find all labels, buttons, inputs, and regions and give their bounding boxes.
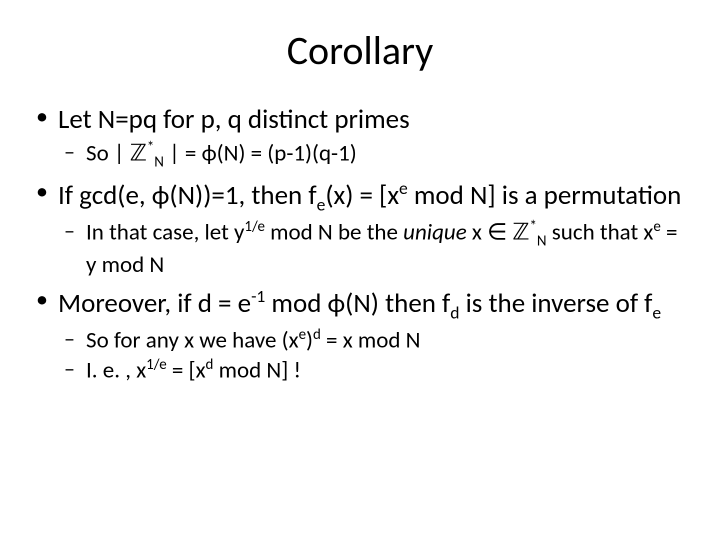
sub-list-item-text: So | ℤ*N | = ϕ(N) = (p-1)(q-1) <box>86 139 688 172</box>
list-item-text: If gcd(e, ϕ(N))=1, then fe(x) = [xe mod … <box>58 178 688 216</box>
sub-list: So | ℤ*N | = ϕ(N) = (p-1)(q-1) <box>58 139 688 172</box>
sub-list-item: I. e. , x1/e = [xd mod N] ! <box>58 356 688 385</box>
slide-title: Corollary <box>32 26 688 75</box>
sub-list-item: So | ℤ*N | = ϕ(N) = (p-1)(q-1) <box>58 139 688 172</box>
sub-list: In that case, let y1/e mod N be the uniq… <box>58 218 688 280</box>
sub-list-item-text: So for any x we have (xe)d = x mod N <box>86 326 688 355</box>
sub-list-item: So for any x we have (xe)d = x mod N <box>58 326 688 355</box>
list-item: Let N=pq for p, q distinct primesSo | ℤ*… <box>32 103 688 172</box>
list-item: If gcd(e, ϕ(N))=1, then fe(x) = [xe mod … <box>32 178 688 280</box>
bullet-list: Let N=pq for p, q distinct primesSo | ℤ*… <box>32 103 688 386</box>
slide-container: Corollary Let N=pq for p, q distinct pri… <box>0 0 720 540</box>
sub-list-item: In that case, let y1/e mod N be the uniq… <box>58 218 688 280</box>
list-item: Moreover, if d = e-1 mod ϕ(N) then fd is… <box>32 286 688 386</box>
list-item-text: Let N=pq for p, q distinct primes <box>58 103 688 137</box>
list-item-text: Moreover, if d = e-1 mod ϕ(N) then fd is… <box>58 286 688 324</box>
sub-list-item-text: In that case, let y1/e mod N be the uniq… <box>86 218 688 280</box>
sub-list-item-text: I. e. , x1/e = [xd mod N] ! <box>86 356 688 385</box>
sub-list: So for any x we have (xe)d = x mod NI. e… <box>58 326 688 386</box>
